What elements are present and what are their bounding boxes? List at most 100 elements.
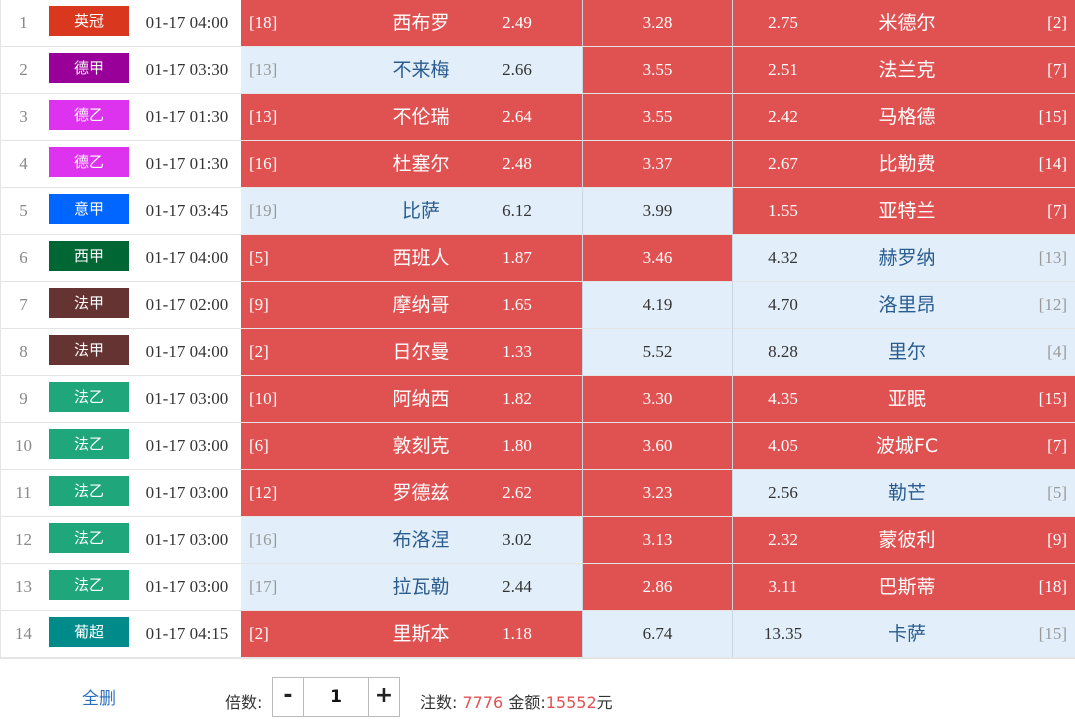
home-team: 西布罗 [392,12,450,34]
bet-footer: 全删 倍数: - + 注数: 7776 金额:15552元 [0,658,1075,720]
match-time: 01-17 03:30 [133,47,241,94]
home-win-option[interactable]: [18] 西布罗 2.49 [241,0,583,47]
league-badge[interactable]: 英冠 [49,6,129,36]
home-rank: [19] [249,201,278,220]
match-row: 14 葡超 01-17 04:15 [2] 里斯本 1.18 6.74 13.35 卡萨 [15] [0,611,1075,658]
row-number: 5 [0,188,46,235]
match-time: 01-17 03:00 [133,423,241,470]
away-odds: 2.56 [768,483,798,502]
decrease-button[interactable]: - [273,678,304,716]
draw-option[interactable]: 3.23 [583,470,733,517]
away-win-option[interactable]: 13.35 卡萨 [15] [733,611,1075,658]
currency-label: 元 [596,693,613,712]
home-odds: 1.82 [502,389,532,408]
home-win-option[interactable]: [13] 不来梅 2.66 [241,47,583,94]
league-badge[interactable]: 法乙 [49,429,129,459]
away-odds: 4.35 [768,389,798,408]
home-rank: [10] [249,389,278,408]
home-rank: [5] [249,248,269,267]
home-win-option[interactable]: [16] 布洛涅 3.02 [241,517,583,564]
league-badge[interactable]: 德甲 [49,53,129,83]
match-row: 11 法乙 01-17 03:00 [12] 罗德兹 2.62 3.23 2.56 勒芒 [5] [0,470,1075,517]
draw-odds: 3.28 [642,13,673,32]
home-odds: 1.18 [502,624,532,643]
home-win-option[interactable]: [5] 西班人 1.87 [241,235,583,282]
league-badge[interactable]: 法乙 [49,476,129,506]
away-win-option[interactable]: 2.42 马格德 [15] [733,94,1075,141]
league-badge[interactable]: 西甲 [49,241,129,271]
match-time: 01-17 04:00 [133,329,241,376]
draw-option[interactable]: 6.74 [583,611,733,658]
league-badge[interactable]: 法乙 [49,570,129,600]
home-team: 不来梅 [392,59,450,81]
away-win-option[interactable]: 2.75 米德尔 [2] [733,0,1075,47]
league-badge[interactable]: 法乙 [49,523,129,553]
draw-option[interactable]: 3.60 [583,423,733,470]
league-badge[interactable]: 法甲 [49,288,129,318]
league-badge[interactable]: 德乙 [49,147,129,177]
away-win-option[interactable]: 2.67 比勒费 [14] [733,141,1075,188]
away-win-option[interactable]: 2.51 法兰克 [7] [733,47,1075,94]
multiplier-input[interactable] [304,678,368,716]
match-time: 01-17 03:00 [133,564,241,611]
home-rank: [9] [249,295,269,314]
draw-option[interactable]: 3.55 [583,94,733,141]
draw-option[interactable]: 5.52 [583,329,733,376]
home-win-option[interactable]: [2] 日尔曼 1.33 [241,329,583,376]
draw-option[interactable]: 3.55 [583,47,733,94]
away-win-option[interactable]: 4.05 波城FC [7] [733,423,1075,470]
home-odds: 2.48 [502,154,532,173]
league-badge[interactable]: 法乙 [49,382,129,412]
away-odds: 4.70 [768,295,798,314]
home-win-option[interactable]: [6] 敦刻克 1.80 [241,423,583,470]
amount-value: 15552 [545,693,597,712]
home-win-option[interactable]: [10] 阿纳西 1.82 [241,376,583,423]
away-win-option[interactable]: 2.56 勒芒 [5] [733,470,1075,517]
home-win-option[interactable]: [12] 罗德兹 2.62 [241,470,583,517]
away-rank: [5] [1047,483,1067,502]
away-win-option[interactable]: 4.32 赫罗纳 [13] [733,235,1075,282]
home-win-option[interactable]: [13] 不伦瑞 2.64 [241,94,583,141]
home-win-option[interactable]: [16] 杜塞尔 2.48 [241,141,583,188]
away-win-option[interactable]: 1.55 亚特兰 [7] [733,188,1075,235]
home-win-option[interactable]: [2] 里斯本 1.18 [241,611,583,658]
increase-button[interactable]: + [368,678,399,716]
draw-option[interactable]: 3.30 [583,376,733,423]
away-team: 波城FC [875,435,939,457]
away-win-option[interactable]: 3.11 巴斯蒂 [18] [733,564,1075,611]
league-badge[interactable]: 德乙 [49,100,129,130]
row-number: 10 [0,423,46,470]
league-badge[interactable]: 法甲 [49,335,129,365]
match-row: 12 法乙 01-17 03:00 [16] 布洛涅 3.02 3.13 2.32 蒙彼利 [9] [0,517,1075,564]
home-team: 里斯本 [392,623,450,645]
league-badge[interactable]: 意甲 [49,194,129,224]
away-team: 亚特兰 [878,200,936,222]
draw-option[interactable]: 3.46 [583,235,733,282]
home-team: 阿纳西 [392,388,450,410]
home-odds: 2.49 [502,13,532,32]
league-cell: 德乙 [45,141,133,188]
away-team: 赫罗纳 [878,247,936,269]
draw-odds: 3.30 [642,389,673,408]
draw-option[interactable]: 4.19 [583,282,733,329]
away-win-option[interactable]: 2.32 蒙彼利 [9] [733,517,1075,564]
home-win-option[interactable]: [9] 摩纳哥 1.65 [241,282,583,329]
home-win-option[interactable]: [17] 拉瓦勒 2.44 [241,564,583,611]
away-rank: [15] [1038,107,1067,126]
draw-option[interactable]: 3.99 [583,188,733,235]
away-win-option[interactable]: 8.28 里尔 [4] [733,329,1075,376]
away-rank: [13] [1038,248,1067,267]
draw-option[interactable]: 3.37 [583,141,733,188]
draw-option[interactable]: 3.13 [583,517,733,564]
away-win-option[interactable]: 4.35 亚眠 [15] [733,376,1075,423]
home-win-option[interactable]: [19] 比萨 6.12 [241,188,583,235]
draw-option[interactable]: 3.28 [583,0,733,47]
draw-odds: 3.60 [642,436,673,455]
home-rank: [18] [249,13,278,32]
away-rank: [14] [1038,154,1067,173]
league-badge[interactable]: 葡超 [49,617,129,647]
away-win-option[interactable]: 4.70 洛里昂 [12] [733,282,1075,329]
clear-all-link[interactable]: 全删 [82,689,116,709]
draw-odds: 6.74 [642,624,673,643]
draw-option[interactable]: 2.86 [583,564,733,611]
